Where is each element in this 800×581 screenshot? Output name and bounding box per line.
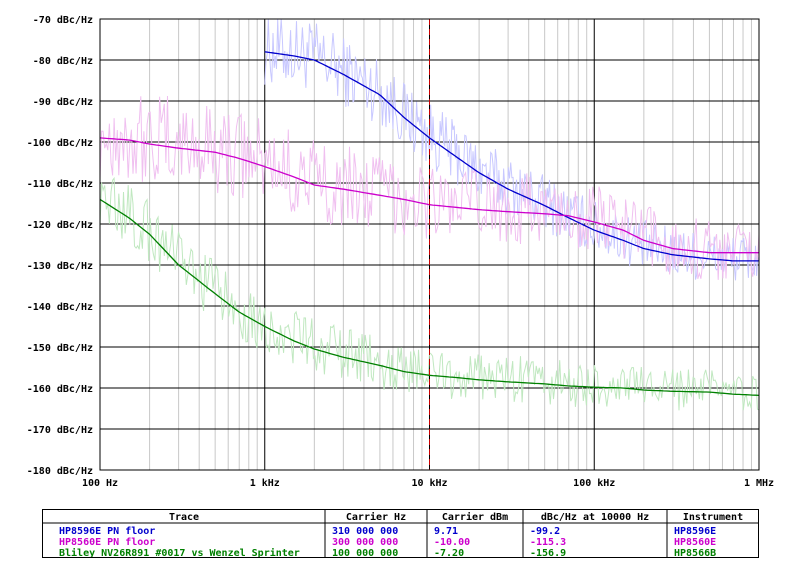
y-tick-label: -130 dBc/Hz [27, 261, 93, 272]
plot-border [99, 18, 760, 471]
legend-carrier-hz: 310 000 000 [332, 526, 398, 537]
legend-carrier-hz: 100 000 000 [332, 548, 398, 558]
legend-dbc-value: -99.2 [530, 526, 560, 537]
trace-legend-table: Trace Carrier Hz Carrier dBm dBc/Hz at 1… [42, 509, 759, 558]
x-tick-label: 1 MHz [744, 478, 774, 489]
x-axis-tick-labels: 100 Hz 1 kHz 10 kHz 100 kHz 1 MHz [82, 478, 774, 489]
legend-dbc-value: -156.9 [530, 548, 566, 558]
x-tick-label: 10 kHz [411, 478, 447, 489]
legend-dbc-value: -115.3 [530, 537, 566, 548]
y-tick-label: -160 dBc/Hz [27, 384, 93, 395]
legend-carrier-dbm: -10.00 [434, 537, 470, 548]
y-tick-label: -170 dBc/Hz [27, 425, 93, 436]
legend-carrier-dbm: 9.71 [434, 526, 458, 537]
y-tick-label: -70 dBc/Hz [33, 15, 93, 26]
y-tick-label: -140 dBc/Hz [27, 302, 93, 313]
legend-header-instrument: Instrument [683, 512, 743, 523]
minor-grid [149, 19, 752, 470]
y-tick-label: -180 dBc/Hz [27, 466, 93, 477]
legend-header-trace: Trace [169, 512, 199, 523]
legend-trace-name: Bliley NV26R891 #0017 vs Wenzel Sprinter [59, 547, 300, 558]
y-axis-tick-labels: -70 dBc/Hz -80 dBc/Hz -90 dBc/Hz -100 dBc/H… [27, 15, 93, 477]
legend-instrument: HP8560E [674, 537, 716, 548]
x-tick-label: 100 kHz [573, 478, 615, 489]
legend-row: HP8596E PN floor 310 000 000 9.71 -99.2 … [59, 526, 716, 537]
raw-noise-trace [264, 18, 760, 281]
x-tick-label: 1 kHz [250, 478, 280, 489]
legend-row: HP8560E PN floor 300 000 000 -10.00 -115… [59, 537, 716, 548]
series-line [99, 198, 760, 397]
x-tick-label: 100 Hz [82, 478, 118, 489]
y-tick-label: -120 dBc/Hz [27, 220, 93, 231]
y-tick-label: -90 dBc/Hz [33, 97, 93, 108]
legend-carrier-dbm: -7.20 [434, 548, 464, 558]
legend-header-dbc: dBc/Hz at 10000 Hz [541, 512, 649, 523]
legend-carrier-hz: 300 000 000 [332, 537, 398, 548]
y-tick-label: -80 dBc/Hz [33, 56, 93, 67]
legend-instrument: HP8566B [674, 548, 716, 558]
legend-header-carrier-dbm: Carrier dBm [442, 511, 508, 523]
legend-row: Bliley NV26R891 #0017 vs Wenzel Sprinter… [59, 547, 716, 558]
y-tick-label: -150 dBc/Hz [27, 343, 93, 354]
legend-trace-name: HP8560E PN floor [59, 537, 155, 548]
y-tick-label: -100 dBc/Hz [27, 138, 93, 149]
legend-header-carrier-hz: Carrier Hz [346, 511, 406, 523]
legend-trace-name: HP8596E PN floor [59, 526, 155, 537]
series-line [264, 51, 759, 262]
legend-instrument: HP8596E [674, 526, 716, 537]
y-tick-label: -110 dBc/Hz [27, 179, 93, 190]
